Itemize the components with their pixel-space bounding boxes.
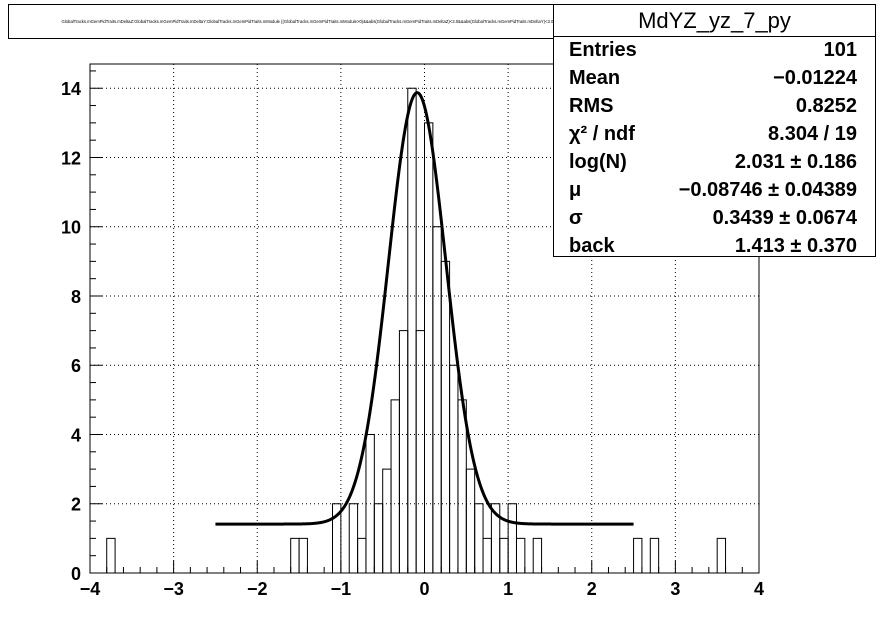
x-tick-label: −3 [163,579,184,599]
stat-label: RMS [569,95,614,117]
histogram-bar [424,122,434,574]
histogram-bar [465,468,476,574]
histogram-bar [499,537,509,574]
histogram-bar [649,537,660,574]
y-tick-label: 12 [61,148,81,168]
histogram-bar [382,468,392,574]
histogram-bar [474,503,484,574]
histogram-bar [507,503,517,574]
stat-row-back: back 1.413 ± 0.370 [569,235,857,263]
stat-value: 8.304 / 19 [768,123,857,145]
histogram-bar [515,537,526,574]
histogram-bar [407,87,417,574]
stat-value: 1.413 ± 0.370 [734,235,857,257]
histogram-bar [390,399,400,574]
stat-value: 101 [823,39,857,61]
x-tick-label: 0 [419,579,429,599]
histogram-bar [357,537,367,574]
histogram-bar [415,330,426,574]
histogram-bar [348,503,359,574]
histogram-bar [716,537,727,574]
x-tick-label: −4 [80,579,101,599]
stat-row-rms: RMS 0.8252 [569,95,857,123]
stat-value: −0.08746 ± 0.04389 [678,179,857,201]
y-tick-label: 2 [71,495,81,515]
stat-value: −0.01224 [773,67,857,89]
x-tick-label: 1 [503,579,513,599]
stat-label: log(N) [569,151,627,173]
y-tick-label: 6 [71,356,81,376]
x-tick-label: 4 [754,579,764,599]
histogram-bar [633,537,643,574]
y-tick-label: 14 [61,79,81,99]
stat-label: back [569,235,615,257]
stat-value: 2.031 ± 0.186 [734,151,857,173]
axis-ticks [89,70,760,574]
x-tick-label: −1 [331,579,352,599]
y-tick-label: 8 [71,287,81,307]
histogram-bar [298,537,308,574]
stat-label: σ [569,207,583,229]
stat-row-chi2: χ² / ndf 8.304 / 19 [569,123,857,151]
histogram-bar [398,330,409,574]
histogram-bar [449,364,459,574]
stat-row-mean: Mean −0.01224 [569,67,857,95]
histogram-bar [106,537,116,574]
y-tick-label: 4 [71,425,81,445]
plot-title: GlobalTracks.mGemPidTraits.mDeltaZ:Globa… [61,19,581,24]
stat-label: μ [569,179,582,201]
stat-row-entries: Entries 101 [569,39,857,67]
histogram-bar [532,537,543,574]
y-tick-label: 0 [71,564,81,584]
histogram-bar [482,537,492,574]
histogram-bar [432,226,442,574]
stat-value: 0.8252 [795,95,857,117]
histogram-bar [290,537,300,574]
histogram-bar [457,399,467,574]
histogram-bar [440,260,451,574]
stats-box: MdYZ_yz_7_py Entries 101 Mean −0.01224 R… [553,4,876,257]
histogram-bar [373,503,384,574]
fit-curve [215,91,634,526]
stat-label: χ² / ndf [569,123,635,145]
stat-row-mu: μ −0.08746 ± 0.04389 [569,179,857,207]
x-tick-label: 3 [670,579,680,599]
stat-row-logn: log(N) 2.031 ± 0.186 [569,151,857,179]
stat-label: Entries [569,39,637,61]
x-tick-label: −2 [247,579,268,599]
stat-label: Mean [569,67,621,89]
stat-row-sigma: σ 0.3439 ± 0.0674 [569,207,857,235]
x-tick-label: 2 [587,579,597,599]
stat-value: 0.3439 ± 0.0674 [712,207,857,229]
stats-histogram-name: MdYZ_yz_7_py [554,5,875,37]
y-tick-label: 10 [61,218,81,238]
title-box: GlobalTracks.mGemPidTraits.mDeltaZ:Globa… [8,4,634,39]
